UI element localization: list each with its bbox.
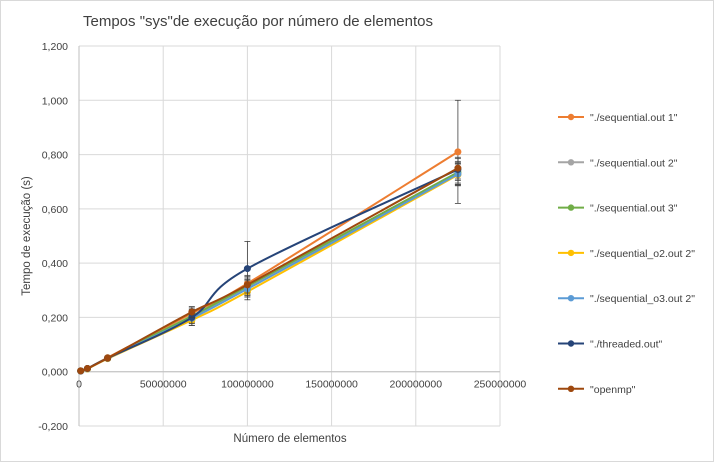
x-tick-label: 150000000 [305,379,358,391]
legend-label: "./sequential.out 2" [590,157,678,169]
series-6 [77,158,462,375]
legend-marker [567,340,575,347]
data-point [243,281,251,289]
x-tick-label: 0 [76,379,82,391]
legend-marker [567,385,575,392]
series-7 [77,156,462,375]
x-tick-label: 250000000 [474,379,527,391]
legend-label: "./sequential.out 3" [590,203,678,215]
legend-entry-7: "openmp" [558,384,636,396]
legend-entry-3: "./sequential.out 3" [558,203,678,215]
x-tick-label: 200000000 [390,379,443,391]
data-point [104,354,112,362]
series-1 [77,99,462,375]
y-tick-label: 0,000 [42,367,68,379]
data-point [77,367,85,375]
legend-marker [567,113,575,121]
legend-entry-4: "./sequential_o2.out 2" [558,248,695,260]
series-line [80,151,459,372]
legend-marker [567,249,575,257]
legend-label: "./sequential_o3.out 2" [590,293,695,305]
grid [78,45,501,427]
legend-entry-1: "./sequential.out 1" [558,112,678,124]
y-tick-label: 1,200 [42,41,68,53]
legend: "./sequential.out 1" "./sequential.out 2"… [558,112,695,396]
y-tick-label: 0,400 [42,258,68,270]
legend-marker [567,295,575,302]
legend-entry-5: "./sequential_o3.out 2" [558,293,695,305]
legend-label: "./sequential.out 1" [590,112,678,124]
x-axis-label: Número de elementos [233,433,346,445]
y-tick-label: 0,800 [42,150,68,162]
y-tick-label: 1,000 [42,95,68,107]
legend-marker [567,204,575,211]
data-point [454,148,462,156]
legend-label: "./sequential_o2.out 2" [590,248,695,260]
y-axis-label: Tempo de execução (s) [21,176,33,296]
tick-labels: -0,200 0,000 0,200 0,400 0,600 0,800 1,000 1,20… [38,41,526,433]
y-tick-label: -0,200 [38,421,68,433]
chart-title: Tempos "sys"de execução por número de el… [83,13,433,30]
axes [78,46,500,426]
data-point [83,364,91,372]
data-point [243,265,251,273]
data-point [454,164,462,172]
y-tick-label: 0,200 [42,312,68,324]
legend-label: "./threaded.out" [590,339,663,351]
x-tick-label: 50000000 [140,379,187,391]
data-point [188,308,196,316]
y-tick-label: 0,600 [42,204,68,216]
legend-marker [567,159,575,166]
legend-entry-6: "./threaded.out" [558,339,663,351]
plot-series [77,99,462,375]
legend-entry-2: "./sequential.out 2" [558,157,678,169]
x-tick-label: 100000000 [221,379,274,391]
legend-label: "openmp" [590,384,636,396]
